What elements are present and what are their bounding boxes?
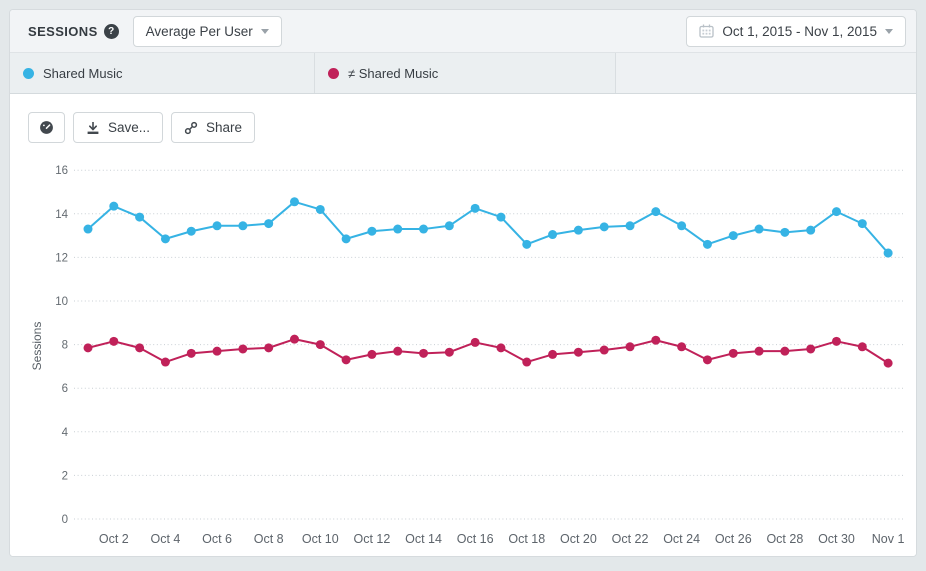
series-color-dot [23, 67, 34, 79]
svg-text:Oct 2: Oct 2 [99, 532, 129, 546]
svg-text:6: 6 [62, 383, 68, 395]
link-icon [184, 121, 198, 135]
save-button[interactable]: Save... [73, 112, 164, 143]
svg-text:Oct 26: Oct 26 [715, 532, 752, 546]
header-bar: SESSIONS ? Average Per User Oct 1, 2015 … [10, 10, 916, 53]
svg-text:Oct 4: Oct 4 [150, 532, 180, 546]
svg-text:Oct 16: Oct 16 [457, 532, 494, 546]
share-button-label: Share [206, 120, 243, 135]
svg-text:4: 4 [62, 427, 69, 439]
calendar-icon [699, 24, 715, 38]
svg-text:Oct 20: Oct 20 [560, 532, 597, 546]
svg-text:Oct 18: Oct 18 [508, 532, 545, 546]
gauge-icon [39, 120, 54, 135]
svg-text:Oct 10: Oct 10 [302, 532, 339, 546]
svg-text:0: 0 [62, 514, 68, 526]
sessions-chart[interactable]: 0 2 4 6 8 10 12 14 16 Sessions Oct 2 Oct 4 Oct 6 Oct … [10, 94, 916, 557]
svg-text:Sessions: Sessions [30, 322, 44, 371]
legend-bar: Shared Music ≠ Shared Music [10, 53, 916, 94]
metric-dropdown[interactable]: Average Per User [132, 15, 282, 47]
svg-text:Oct 28: Oct 28 [766, 532, 803, 546]
help-icon[interactable]: ? [103, 23, 119, 39]
legend-empty-area [616, 53, 916, 93]
svg-text:Oct 8: Oct 8 [254, 532, 284, 546]
legend-label: Shared Music [43, 65, 123, 81]
svg-text:Oct 12: Oct 12 [353, 532, 390, 546]
svg-text:14: 14 [55, 209, 68, 221]
svg-text:Oct 24: Oct 24 [663, 532, 700, 546]
save-button-label: Save... [108, 120, 151, 135]
date-range-picker[interactable]: Oct 1, 2015 - Nov 1, 2015 [686, 15, 906, 47]
chevron-down-icon [260, 28, 269, 34]
svg-text:16: 16 [55, 165, 68, 177]
svg-text:12: 12 [55, 252, 68, 264]
download-icon [86, 121, 100, 135]
svg-text:Nov 1: Nov 1 [872, 532, 905, 546]
sessions-card: SESSIONS ? Average Per User Oct 1, 2015 … [9, 9, 917, 557]
svg-text:Oct 6: Oct 6 [202, 532, 232, 546]
date-range-value: Oct 1, 2015 - Nov 1, 2015 [722, 23, 877, 39]
metric-dropdown-value: Average Per User [145, 23, 253, 39]
chart-toolbar: Save... Share [28, 112, 256, 143]
series-color-dot [328, 67, 339, 79]
legend-tab-shared-music[interactable]: Shared Music [10, 53, 315, 93]
page-title: SESSIONS [28, 23, 98, 39]
svg-text:Oct 30: Oct 30 [818, 532, 855, 546]
svg-text:10: 10 [55, 296, 68, 308]
chart-panel: Save... Share 0 2 4 6 8 10 12 14 16 Sessions Oct 2… [10, 94, 916, 556]
dashboard-button[interactable] [28, 112, 65, 143]
svg-text:Oct 22: Oct 22 [612, 532, 649, 546]
svg-text:8: 8 [62, 340, 68, 352]
svg-text:Oct 14: Oct 14 [405, 532, 442, 546]
share-button[interactable]: Share [171, 112, 256, 143]
legend-tab-not-shared-music[interactable]: ≠ Shared Music [315, 53, 616, 93]
svg-text:2: 2 [62, 470, 68, 482]
chevron-down-icon [885, 28, 893, 34]
legend-label: ≠ Shared Music [348, 65, 439, 81]
